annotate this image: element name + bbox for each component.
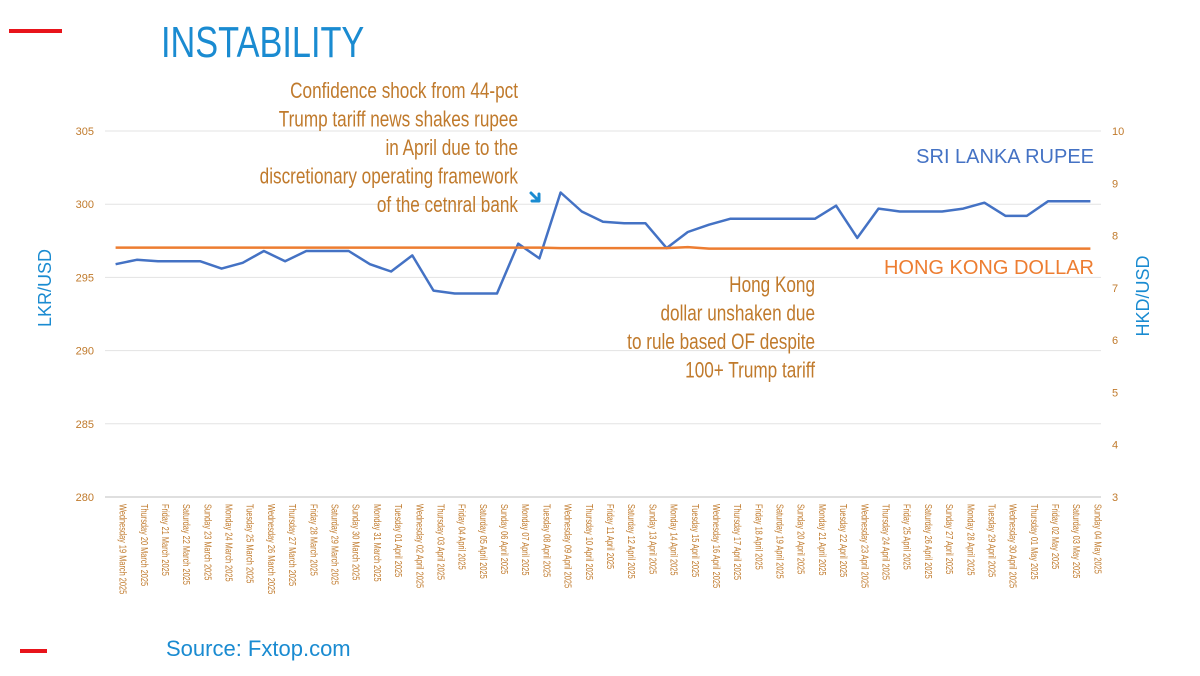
- annotation-hkd: Hong Kong dollar unshaken due to rule base…: [627, 273, 815, 383]
- x-tick-label: Monday 21 April 2025: [817, 504, 828, 576]
- series-line-lkr: [115, 191, 1091, 295]
- left-tick-label: 305: [76, 126, 94, 138]
- x-tick-label: Monday 24 March 2025: [223, 504, 234, 582]
- series-lines: [115, 191, 1091, 295]
- x-tick-label: Monday 31 March 2025: [372, 504, 383, 582]
- x-tick-label: Thursday 10 April 2025: [584, 504, 595, 580]
- source-note: Source: Fxtop.com: [166, 636, 351, 661]
- right-tick-label: 6: [1112, 335, 1118, 347]
- x-tick-label: Friday 18 April 2025: [753, 504, 764, 570]
- x-tick-label: Sunday 23 March 2025: [202, 504, 213, 580]
- x-tick-label: Monday 14 April 2025: [668, 504, 679, 576]
- annotation-line: 100+ Trump tariff: [685, 359, 815, 384]
- x-tick-label: Thursday 17 April 2025: [732, 504, 743, 580]
- left-tick-label: 285: [76, 419, 94, 431]
- x-tick-label: Wednesday 16 April 2025: [711, 504, 722, 588]
- left-tick-label: 295: [76, 272, 94, 284]
- x-tick-label: Sunday 04 May 2025: [1092, 504, 1103, 574]
- annotation-line: to rule based OF despite: [627, 330, 815, 355]
- annotation-line: dollar unshaken due: [661, 302, 816, 327]
- x-tick-label: Saturday 05 April 2025: [478, 504, 489, 579]
- legend-hkd: HONG KONG DOLLAR: [884, 257, 1094, 279]
- x-tick-label: Sunday 27 April 2025: [944, 504, 955, 574]
- annotation-line: Hong Kong: [729, 273, 815, 298]
- x-tick-label: Saturday 12 April 2025: [626, 504, 637, 579]
- annotation-line: Confidence shock from 44-pct: [290, 79, 518, 104]
- x-tick-label: Thursday 24 April 2025: [880, 504, 891, 580]
- x-axis-ticks: Wednesday 19 March 2025 Thursday 20 March…: [117, 504, 1103, 594]
- x-tick-label: Friday 04 April 2025: [456, 504, 467, 570]
- left-tick-label: 300: [76, 199, 94, 211]
- x-tick-label: Thursday 01 May 2025: [1029, 504, 1040, 580]
- right-tick-label: 8: [1112, 231, 1118, 243]
- x-tick-label: Friday 28 March 2025: [308, 504, 319, 576]
- right-tick-label: 4: [1112, 440, 1118, 452]
- x-tick-label: Friday 21 March 2025: [160, 504, 171, 576]
- x-tick-label: Tuesday 01 April 2025: [393, 504, 404, 577]
- x-tick-label: Friday 02 May 2025: [1050, 504, 1061, 569]
- left-axis-label: LKR/USD: [35, 249, 55, 327]
- arrow-icon: [529, 191, 541, 203]
- x-tick-label: Friday 11 April 2025: [605, 504, 616, 569]
- x-tick-label: Wednesday 23 April 2025: [859, 504, 870, 588]
- x-tick-label: Tuesday 22 April 2025: [838, 504, 849, 577]
- x-tick-label: Sunday 20 April 2025: [795, 504, 806, 574]
- right-axis-ticks: 3 4 5 6 7 8 9 10: [1112, 126, 1124, 504]
- annotation-rupee: Confidence shock from 44-pct Trump tariff…: [260, 79, 519, 218]
- x-tick-label: Tuesday 15 April 2025: [690, 504, 701, 577]
- x-tick-label: Saturday 19 April 2025: [774, 504, 785, 579]
- x-tick-label: Tuesday 08 April 2025: [541, 504, 552, 577]
- x-tick-label: Saturday 26 April 2025: [923, 504, 934, 579]
- accent-bar-bottom: [20, 649, 47, 653]
- x-tick-label: Wednesday 19 March 2025: [117, 504, 128, 594]
- left-tick-label: 290: [76, 346, 94, 358]
- legend-lkr: SRI LANKA RUPEE: [916, 146, 1094, 168]
- x-tick-label: Tuesday 29 April 2025: [986, 504, 997, 577]
- left-tick-label: 280: [76, 492, 94, 504]
- left-axis-ticks: 280 285 290 295 300 305: [76, 126, 94, 504]
- accent-bar-top: [9, 29, 62, 33]
- x-tick-label: Wednesday 30 April 2025: [1007, 504, 1018, 588]
- x-tick-label: Tuesday 25 March 2025: [244, 504, 255, 583]
- annotation-line: in April due to the: [385, 136, 518, 161]
- right-tick-label: 5: [1112, 387, 1118, 399]
- x-tick-label: Monday 28 April 2025: [965, 504, 976, 576]
- x-tick-label: Sunday 13 April 2025: [647, 504, 658, 574]
- annotation-line: Trump tariff news shakes rupee: [279, 108, 518, 133]
- series-line-hkd: [115, 245, 1091, 250]
- right-tick-label: 10: [1112, 126, 1124, 138]
- annotation-line: of the cetnral bank: [377, 193, 518, 218]
- x-tick-label: Friday 25 April 2025: [901, 504, 912, 570]
- right-tick-label: 7: [1112, 283, 1118, 295]
- x-tick-label: Saturday 03 May 2025: [1071, 504, 1082, 578]
- gridlines: [105, 130, 1101, 498]
- x-tick-label: Wednesday 26 March 2025: [266, 504, 277, 594]
- x-tick-label: Thursday 27 March 2025: [287, 504, 298, 586]
- x-tick-label: Saturday 22 March 2025: [181, 504, 192, 585]
- x-tick-label: Monday 07 April 2025: [520, 504, 531, 576]
- x-tick-label: Wednesday 09 April 2025: [562, 504, 573, 588]
- x-tick-label: Saturday 29 March 2025: [329, 504, 340, 585]
- x-tick-label: Sunday 30 March 2025: [350, 504, 361, 580]
- right-tick-label: 3: [1112, 492, 1118, 504]
- right-axis-label: HKD/USD: [1133, 255, 1153, 336]
- x-tick-label: Wednesday 02 April 2025: [414, 504, 425, 588]
- page-title: INSTABILITY: [161, 18, 364, 67]
- x-tick-label: Thursday 03 April 2025: [435, 504, 446, 580]
- x-tick-label: Thursday 20 March 2025: [139, 504, 150, 586]
- right-tick-label: 9: [1112, 178, 1118, 190]
- x-tick-label: Sunday 06 April 2025: [499, 504, 510, 574]
- annotation-line: discretionary operating framework: [260, 165, 518, 190]
